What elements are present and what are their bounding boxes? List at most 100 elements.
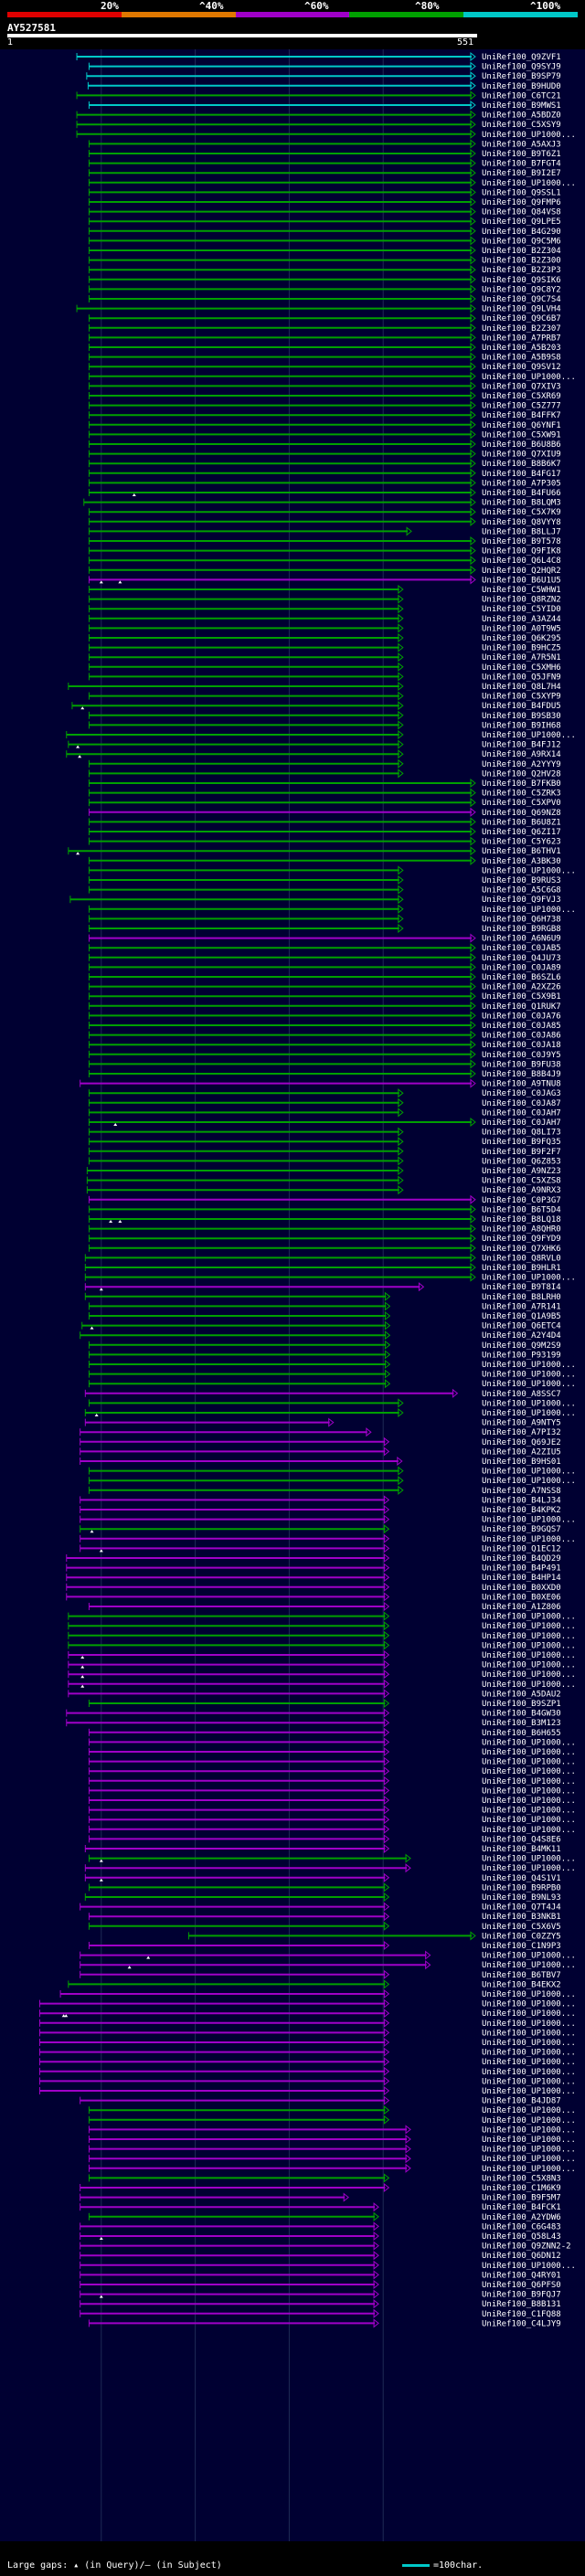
hit-row[interactable]: UniRef100_A6N6U9 bbox=[88, 933, 561, 944]
hit-row[interactable]: UniRef100_A5BDZ0 bbox=[76, 110, 561, 121]
hit-row[interactable]: UniRef100_B8LRH0 bbox=[84, 1291, 561, 1302]
hit-label[interactable]: UniRef100_UP1000... bbox=[482, 1807, 576, 1816]
hit-label[interactable]: UniRef100_UP1000... bbox=[482, 1777, 576, 1786]
hit-label[interactable]: UniRef100_C0JAB5 bbox=[482, 944, 561, 953]
hit-row[interactable]: UniRef100_B6U1U5 bbox=[88, 575, 561, 585]
hit-row[interactable]: UniRef100_B4MK11 bbox=[84, 1843, 561, 1854]
hit-row[interactable]: UniRef100_UP1000... bbox=[88, 1786, 576, 1796]
hit-row[interactable]: UniRef100_A0T9W5 bbox=[88, 623, 561, 633]
hit-row[interactable]: UniRef100_A9NTY5 bbox=[84, 1417, 561, 1428]
hit-label[interactable]: UniRef100_UP1000... bbox=[482, 2029, 576, 2038]
hit-row[interactable]: UniRef100_Q8RZN2 bbox=[88, 594, 561, 605]
hit-label[interactable]: UniRef100_A2XZ26 bbox=[482, 983, 561, 992]
hit-label[interactable]: UniRef100_Q4S8E6 bbox=[482, 1835, 561, 1844]
hit-label[interactable]: UniRef100_UP1000... bbox=[482, 1399, 576, 1408]
hit-label[interactable]: UniRef100_A7PRB7 bbox=[482, 334, 561, 343]
hit-row[interactable]: UniRef100_C0ZZY5 bbox=[187, 1931, 561, 1941]
hit-row[interactable]: UniRef100_UP1000... bbox=[88, 1766, 576, 1776]
hit-row[interactable]: UniRef100_B6H655 bbox=[88, 1727, 561, 1738]
hit-label[interactable]: UniRef100_B9HLR1 bbox=[482, 1264, 561, 1273]
hit-label[interactable]: UniRef100_B9T6Z1 bbox=[482, 150, 561, 159]
hit-label[interactable]: UniRef100_B4P491 bbox=[482, 1564, 561, 1574]
hit-row[interactable]: UniRef100_B6SZL6 bbox=[88, 971, 561, 982]
hit-label[interactable]: UniRef100_A5B9S8 bbox=[482, 354, 561, 363]
hit-row[interactable]: UniRef100_B8B4J9 bbox=[88, 1068, 561, 1079]
hit-label[interactable]: UniRef100_A5C6G8 bbox=[482, 886, 561, 896]
hit-row[interactable]: UniRef100_A8SSC7 bbox=[84, 1388, 561, 1399]
hit-row[interactable]: UniRef100_P93199 bbox=[88, 1350, 561, 1360]
hit-label[interactable]: UniRef100_UP1000... bbox=[482, 1990, 576, 1999]
hit-label[interactable]: UniRef100_C1M6K9 bbox=[482, 2184, 561, 2193]
hit-row[interactable]: UniRef100_UP1000... bbox=[88, 1776, 576, 1786]
hit-row[interactable]: UniRef100_UP1000... bbox=[68, 1679, 576, 1690]
hit-label[interactable]: UniRef100_Q9C7S4 bbox=[482, 295, 561, 304]
hit-label[interactable]: UniRef100_Q5JFN9 bbox=[482, 673, 561, 682]
hit-label[interactable]: UniRef100_Q7XIV3 bbox=[482, 382, 561, 391]
hit-row[interactable]: UniRef100_C0P3G7 bbox=[88, 1194, 561, 1205]
hit-row[interactable]: UniRef100_B6TBV7 bbox=[80, 1969, 561, 1980]
hit-row[interactable]: UniRef100_A8QHR0 bbox=[88, 1224, 561, 1235]
hit-label[interactable]: UniRef100_B9NL93 bbox=[482, 1893, 561, 1903]
hit-label[interactable]: UniRef100_B9HUD0 bbox=[482, 82, 561, 91]
hit-label[interactable]: UniRef100_C5XW91 bbox=[482, 430, 561, 440]
hit-label[interactable]: UniRef100_C4LJY9 bbox=[482, 2319, 561, 2328]
hit-label[interactable]: UniRef100_Q7T4J4 bbox=[482, 1903, 561, 1913]
hit-label[interactable]: UniRef100_Q4RY01 bbox=[482, 2271, 561, 2280]
hit-label[interactable]: UniRef100_A5BDZ0 bbox=[482, 111, 561, 121]
hit-row[interactable]: UniRef100_A2XZ26 bbox=[88, 981, 561, 992]
hit-row[interactable]: UniRef100_B4LJ34 bbox=[80, 1495, 561, 1505]
hit-label[interactable]: UniRef100_Q6ETC4 bbox=[482, 1322, 561, 1331]
hit-row[interactable]: UniRef100_Q9FYD9 bbox=[88, 1234, 561, 1244]
hit-label[interactable]: UniRef100_UP1000... bbox=[482, 1468, 576, 1477]
hit-label[interactable]: UniRef100_P93199 bbox=[482, 1351, 561, 1360]
hit-row[interactable]: UniRef100_UP1000... bbox=[38, 2057, 576, 2067]
hit-label[interactable]: UniRef100_UP1000... bbox=[482, 1409, 576, 1418]
hit-label[interactable]: UniRef100_UP1000... bbox=[482, 1622, 576, 1631]
hit-label[interactable]: UniRef100_B8B131 bbox=[482, 2300, 561, 2309]
hit-row[interactable]: UniRef100_B6U8B6 bbox=[88, 439, 561, 450]
hit-label[interactable]: UniRef100_C5YID0 bbox=[482, 605, 561, 614]
hit-label[interactable]: UniRef100_Q6PFS0 bbox=[482, 2281, 561, 2290]
hit-row[interactable]: UniRef100_UP1000... bbox=[80, 1514, 576, 1525]
hit-label[interactable]: UniRef100_A2YDW6 bbox=[482, 2213, 561, 2222]
hit-row[interactable]: UniRef100_Q4S1V1 bbox=[84, 1872, 561, 1883]
hit-row[interactable]: UniRef100_B8B131 bbox=[80, 2299, 561, 2309]
hit-row[interactable]: UniRef100_B8B6K7 bbox=[88, 459, 561, 469]
hit-row[interactable]: UniRef100_Q9LPE5 bbox=[88, 217, 561, 227]
hit-label[interactable]: UniRef100_A2YYY9 bbox=[482, 760, 561, 769]
hit-row[interactable]: UniRef100_A3BK30 bbox=[88, 855, 561, 866]
hit-row[interactable]: UniRef100_B4EKX2 bbox=[68, 1979, 561, 1989]
hit-label[interactable]: UniRef100_Q9SV12 bbox=[482, 363, 561, 372]
hit-label[interactable]: UniRef100_Q9C6B7 bbox=[482, 314, 561, 323]
hit-label[interactable]: UniRef100_C5X7K9 bbox=[482, 508, 561, 517]
hit-row[interactable]: UniRef100_B2Z3P3 bbox=[88, 265, 561, 275]
hit-label[interactable]: UniRef100_A3BK30 bbox=[482, 857, 561, 866]
hit-label[interactable]: UniRef100_B4KPK2 bbox=[482, 1506, 561, 1515]
hit-label[interactable]: UniRef100_B2Z3P3 bbox=[482, 266, 561, 275]
hit-row[interactable]: UniRef100_C0JAB5 bbox=[88, 943, 561, 953]
hit-row[interactable]: UniRef100_Q6YNF1 bbox=[88, 419, 561, 430]
hit-label[interactable]: UniRef100_UP1000... bbox=[482, 1748, 576, 1757]
hit-row[interactable]: UniRef100_B4FJ12 bbox=[68, 739, 561, 750]
hit-label[interactable]: UniRef100_UP1000... bbox=[482, 1632, 576, 1641]
hit-label[interactable]: UniRef100_Q2HV28 bbox=[482, 769, 561, 779]
hit-label[interactable]: UniRef100_UP1000... bbox=[482, 2125, 576, 2135]
hit-row[interactable]: UniRef100_B4KPK2 bbox=[80, 1504, 561, 1515]
hit-row[interactable]: UniRef100_B9SP79 bbox=[86, 71, 561, 81]
hit-row[interactable]: UniRef100_B9SZP1 bbox=[88, 1698, 561, 1709]
hit-row[interactable]: UniRef100_UP1000... bbox=[68, 1611, 576, 1622]
hit-row[interactable]: UniRef100_Q5JFN9 bbox=[88, 672, 561, 682]
hit-row[interactable]: UniRef100_B9RGB8 bbox=[88, 923, 561, 934]
hit-row[interactable]: UniRef100_UP1000... bbox=[88, 904, 576, 915]
hit-label[interactable]: UniRef100_C0JA85 bbox=[482, 1022, 561, 1031]
hit-label[interactable]: UniRef100_B6U1U5 bbox=[482, 576, 561, 585]
hit-row[interactable]: UniRef100_C1N9P3 bbox=[88, 1940, 561, 1951]
hit-row[interactable]: UniRef100_C0JA86 bbox=[88, 1030, 561, 1041]
hit-row[interactable]: UniRef100_UP1000... bbox=[88, 371, 576, 382]
hit-row[interactable]: UniRef100_A5B9S8 bbox=[88, 352, 561, 363]
hit-row[interactable]: UniRef100_UP1000... bbox=[88, 2105, 576, 2115]
hit-row[interactable]: UniRef100_C5XSY9 bbox=[76, 120, 561, 130]
hit-label[interactable]: UniRef100_UP1000... bbox=[482, 1380, 576, 1389]
hit-label[interactable]: UniRef100_Q9FVJ3 bbox=[482, 896, 561, 905]
hit-label[interactable]: UniRef100_A5AXJ3 bbox=[482, 140, 561, 149]
